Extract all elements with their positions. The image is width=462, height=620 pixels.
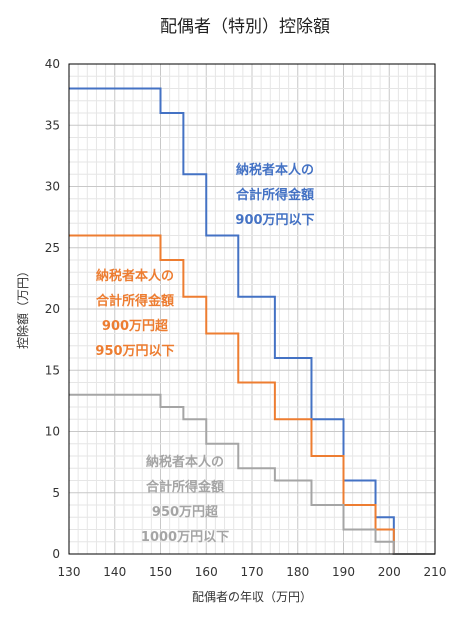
plot-area-frame: [68, 63, 436, 555]
y-axis-title: 控除額（万円）: [15, 265, 30, 349]
series-3-annotation: 950万円超: [152, 504, 219, 520]
x-tick-label: 180: [286, 565, 309, 579]
series-1-annotation: 900万円以下: [235, 213, 314, 228]
y-tick-label: 40: [45, 57, 60, 71]
y-tick-label: 5: [52, 486, 60, 500]
x-tick-label: 130: [58, 565, 81, 579]
series-1-annotation: 合計所得金額: [236, 187, 314, 203]
x-tick-label: 200: [378, 565, 401, 579]
y-tick-label: 0: [52, 547, 60, 561]
x-tick-label: 170: [241, 565, 264, 579]
series-2-annotation: 950万円以下: [95, 344, 174, 359]
gridlines: [69, 64, 435, 554]
series-3-annotation: 合計所得金額: [146, 479, 224, 495]
series-2-annotation: 合計所得金額: [96, 293, 174, 309]
series-2-annotation: 900万円超: [102, 318, 169, 334]
y-tick-label: 25: [45, 241, 60, 255]
x-tick-label: 190: [332, 565, 355, 579]
x-axis-title: 配偶者の年収（万円）: [192, 590, 312, 604]
series-layer: [69, 87, 435, 555]
series-line-3: [69, 393, 435, 555]
tick-labels: 130 140 150 160 170 180 190 200 210 0 5 10 15 20 25 30 3…: [45, 57, 447, 579]
series-line-2: [69, 234, 435, 555]
series-1-annotation: 納税者本人の: [236, 162, 314, 178]
y-tick-label: 35: [45, 118, 60, 132]
x-tick-label: 210: [424, 565, 447, 579]
chart-title: 配偶者（特別）控除額: [160, 17, 330, 37]
y-tick-label: 20: [45, 302, 60, 316]
series-3-annotation: 1000万円以下: [141, 530, 229, 545]
series-2-annotation: 納税者本人の: [96, 268, 174, 284]
y-tick-label: 10: [45, 425, 60, 439]
x-tick-label: 150: [149, 565, 172, 579]
x-tick-label: 160: [195, 565, 218, 579]
x-tick-label: 140: [103, 565, 126, 579]
series-annotations: 納税者本人の合計所得金額900万円以下納税者本人の合計所得金額900万円超950…: [95, 162, 314, 545]
y-tick-label: 15: [45, 363, 60, 377]
series-3-annotation: 納税者本人の: [146, 454, 224, 470]
y-tick-label: 30: [45, 180, 60, 194]
